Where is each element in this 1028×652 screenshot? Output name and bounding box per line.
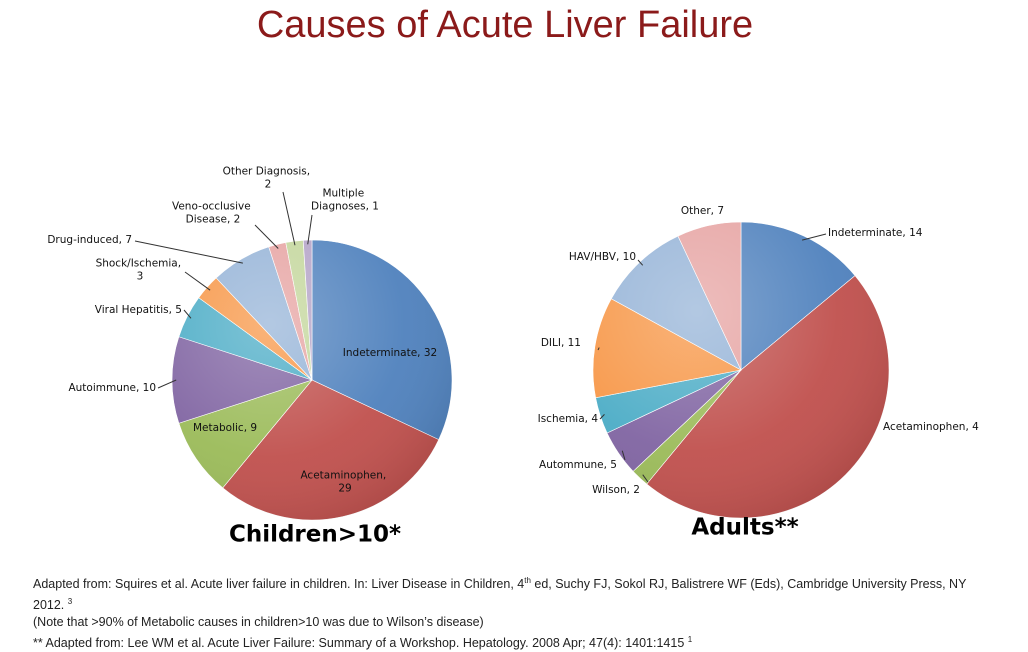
leader-line [282, 191, 296, 246]
leader-line [157, 379, 177, 389]
data-label: Wilson, 2 [592, 484, 640, 496]
data-label: Multiple Diagnoses, 1 [311, 188, 379, 213]
data-label: Other Diagnosis, 2 [223, 166, 314, 191]
footnote-superscript: 1 [687, 635, 693, 645]
data-label: Autoimmune, 10 [68, 382, 156, 394]
leader-line [802, 233, 827, 241]
footnote: ** Adapted from: Lee WM et al. Acute Liv… [33, 631, 993, 652]
data-label: Acetaminophen, 4 [883, 421, 979, 433]
chart-caption: Adults** [691, 515, 798, 541]
leader-line [599, 414, 605, 420]
footnote: (Note that >90% of Metabolic causes in c… [33, 614, 993, 631]
data-label: Other, 7 [681, 205, 724, 217]
leader-line [184, 271, 211, 291]
leader-line [637, 259, 644, 266]
data-label: Viral Hepatitis, 5 [95, 304, 182, 316]
data-label: Indeterminate, 14 [828, 227, 923, 239]
footnotes: Adapted from: Squires et al. Acute liver… [33, 572, 993, 652]
leader-line [307, 214, 313, 245]
data-label: Autommune, 5 [539, 459, 617, 471]
data-label: Veno-occlusive Disease, 2 [172, 201, 254, 226]
data-label: Acetaminophen, 29 [300, 470, 389, 495]
footnote-text: Adapted from: Squires et al. Acute liver… [33, 577, 525, 592]
leader-line [134, 240, 243, 264]
footnote-text: (Note that >90% of Metabolic causes in c… [33, 615, 484, 630]
data-label: DILI, 11 [541, 337, 581, 349]
data-label: Drug-induced, 7 [47, 234, 132, 246]
data-label: Ischemia, 4 [538, 413, 599, 425]
footnote: Adapted from: Squires et al. Acute liver… [33, 572, 993, 614]
slide-graphics: Causes of Acute Liver Failure Indetermin… [47, 4, 979, 548]
leader-line [621, 450, 626, 461]
leader-line [642, 474, 649, 483]
footnote-superscript: th [524, 576, 531, 585]
footnote-text: ** Adapted from: Lee WM et al. Acute Liv… [33, 636, 688, 651]
data-label: Shock/Ischemia, 3 [96, 258, 185, 283]
data-label: HAV/HBV, 10 [569, 251, 636, 263]
leader-line [254, 224, 279, 249]
leader-line [597, 347, 600, 351]
chart-caption: Children>10* [229, 522, 401, 548]
slide-title: Causes of Acute Liver Failure [257, 4, 753, 46]
footnote-superscript: 3 [67, 597, 73, 607]
footnote-text: ed, Suchy FJ, Sokol RJ, Balistrere WF (E… [33, 577, 967, 613]
data-label: Metabolic, 9 [193, 422, 257, 434]
leader-line [183, 309, 192, 319]
data-label: Indeterminate, 32 [343, 347, 437, 359]
